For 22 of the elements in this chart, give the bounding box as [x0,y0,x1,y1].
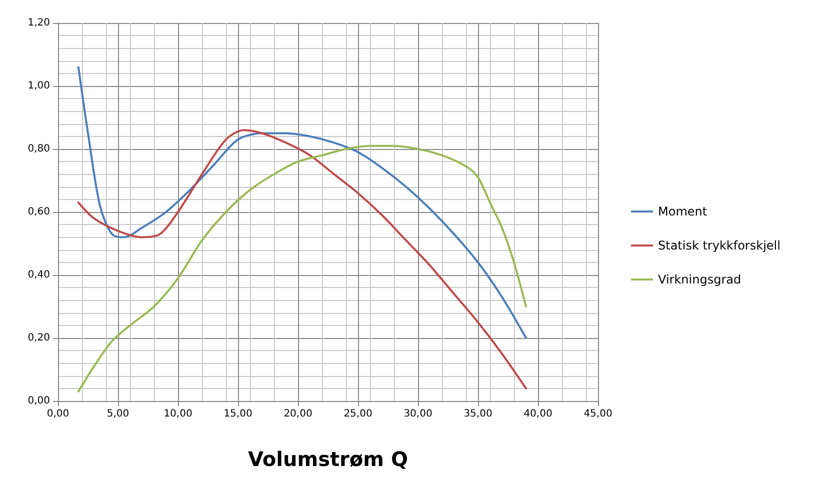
legend-label: Statisk trykkforskjell [658,238,780,252]
x-tick-label: 20,00 [284,408,312,420]
y-tick-label: 1,00 [28,80,50,92]
y-tick-label: 0,80 [28,144,50,154]
y-tick-label: 1,20 [28,18,50,28]
y-tick-label: 0,60 [28,206,50,218]
x-axis-title: Volumstrøm Q [248,447,408,471]
legend-label: Virkningsgrad [658,272,742,286]
y-tick-label: 0,40 [28,270,50,280]
y-tick-label: 0,20 [28,332,50,344]
x-tick-label: 30,00 [404,408,432,420]
x-tick-label: 40,00 [524,408,552,420]
x-tick-label: 10,00 [164,408,192,420]
line-series [77,66,527,339]
x-tick-label: 0,00 [46,408,70,420]
x-tick-label: 25,00 [344,408,372,420]
x-tick-label: 5,00 [106,408,130,420]
legend-label: Moment [658,204,708,218]
x-tick-label: 35,00 [464,408,492,420]
x-tick-label: 45,00 [584,408,612,420]
y-tick-label: 0,00 [28,396,50,406]
x-tick-label: 15,00 [224,408,252,420]
